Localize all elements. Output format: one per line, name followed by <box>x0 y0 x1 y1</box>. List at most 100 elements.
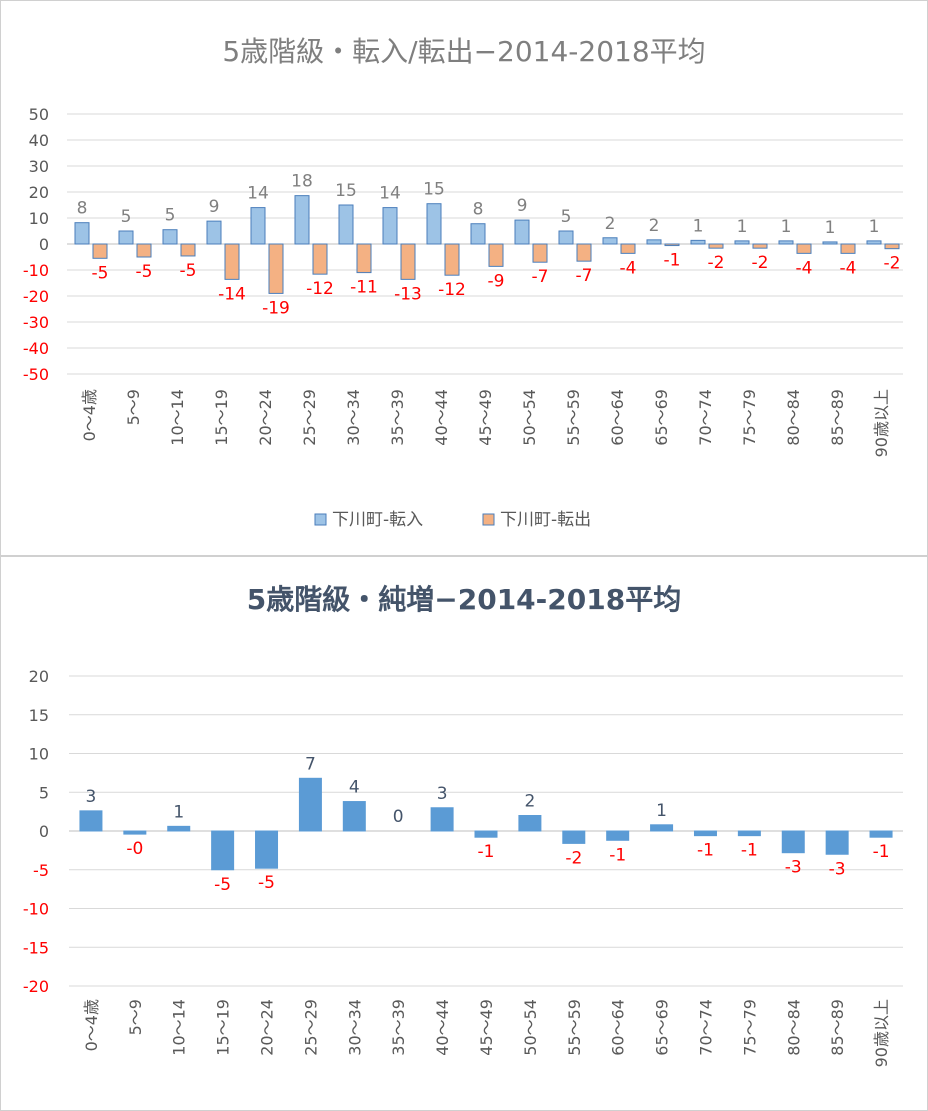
chart-panel-inout: 5歳階級・転入/転出−2014-2018平均 50 40 30 20 10 0 -10 -20 -… <box>0 0 928 556</box>
bar <box>294 195 310 245</box>
y-tick-label: 30 <box>29 157 49 176</box>
legend-swatch <box>314 513 327 526</box>
legend-label: 下川町-転出 <box>500 510 591 530</box>
x-tick-label: 85～89 <box>828 389 847 446</box>
data-label: -0 <box>126 839 143 859</box>
x-tick-label: 70～74 <box>696 389 715 446</box>
bar <box>255 830 279 869</box>
bar <box>430 807 454 832</box>
bar <box>646 239 662 245</box>
bar <box>532 243 548 263</box>
data-label: 8 <box>473 200 484 220</box>
y-tick-label: 50 <box>29 105 49 124</box>
x-tick-label: 20～24 <box>256 389 275 446</box>
x-tick-label: 75～79 <box>740 389 759 446</box>
data-label: -2 <box>708 253 725 273</box>
data-label: -2 <box>565 848 582 868</box>
x-tick-label: 60～64 <box>608 389 627 446</box>
bar <box>796 243 812 254</box>
bar <box>356 243 372 274</box>
y-tick-label: -40 <box>23 339 49 358</box>
data-label: -13 <box>394 284 422 304</box>
data-label: 0 <box>393 807 404 827</box>
bar <box>562 830 586 844</box>
data-label: -1 <box>697 841 714 861</box>
y-tick-label: 40 <box>29 131 49 150</box>
chart-inout: 5歳階級・転入/転出−2014-2018平均 50 40 30 20 10 0 -10 -20 -… <box>23 35 903 530</box>
x-tick-label: 45～49 <box>477 999 496 1056</box>
bar <box>268 243 284 294</box>
data-label: 2 <box>649 216 660 236</box>
data-label: 15 <box>423 180 445 200</box>
data-label: 2 <box>524 792 535 812</box>
x-tick-label: 35～39 <box>388 389 407 446</box>
bar <box>426 203 442 245</box>
x-tick-label: 55～59 <box>565 999 584 1056</box>
bar <box>180 243 196 257</box>
data-label: -2 <box>884 254 901 274</box>
x-tick-label: 15～19 <box>212 389 231 446</box>
data-label: 9 <box>517 196 528 216</box>
bar <box>734 240 750 245</box>
y-tick-label: -30 <box>23 313 49 332</box>
data-label: 1 <box>825 218 836 238</box>
y-tick-label: 10 <box>29 745 49 764</box>
bar <box>74 222 90 245</box>
y-tick-label: 0 <box>39 822 49 841</box>
bar <box>781 830 805 854</box>
data-label: -5 <box>214 875 231 895</box>
data-label: -1 <box>741 841 758 861</box>
data-label: -1 <box>664 251 681 271</box>
y-tick-label: -15 <box>23 938 49 957</box>
y-tick-label: -10 <box>23 261 49 280</box>
bar <box>488 243 504 267</box>
x-tick-label: 30～34 <box>344 389 363 446</box>
data-label: -4 <box>796 258 813 278</box>
data-label: 3 <box>437 784 448 804</box>
bar <box>866 240 882 245</box>
chart-title: 5歳階級・転入/転出−2014-2018平均 <box>222 35 705 68</box>
y-tick-label: -50 <box>23 365 49 384</box>
chart-title: 5歳階級・純増−2014-2018平均 <box>247 583 681 616</box>
x-tick-label: 55～59 <box>564 389 583 446</box>
data-label: -2 <box>752 253 769 273</box>
x-tick-label: 15～19 <box>214 999 233 1056</box>
bar <box>620 243 636 254</box>
data-label: -1 <box>478 842 495 862</box>
data-label: -3 <box>785 858 802 878</box>
data-label: -11 <box>350 278 378 298</box>
data-label: -4 <box>620 258 637 278</box>
y-tick-label: -5 <box>33 861 49 880</box>
y-tick-label: -20 <box>23 977 49 996</box>
y-tick-label: 20 <box>29 667 49 686</box>
y-tick-label: 20 <box>29 183 49 202</box>
data-label: -1 <box>609 845 626 865</box>
bar <box>400 243 416 280</box>
data-label: -5 <box>180 261 197 281</box>
data-label: -7 <box>532 267 549 287</box>
data-label: -5 <box>136 262 153 282</box>
legend-swatch <box>482 513 495 526</box>
bar <box>822 241 838 245</box>
data-label: 18 <box>291 172 313 192</box>
bar <box>470 223 486 245</box>
data-label: 14 <box>379 184 401 204</box>
bar <box>211 830 235 871</box>
data-label: 5 <box>165 206 176 226</box>
data-label: -12 <box>438 280 466 300</box>
bar <box>444 243 460 276</box>
y-tick-label: 15 <box>29 706 49 725</box>
data-label: 1 <box>693 216 704 236</box>
bar <box>162 229 178 245</box>
x-tick-label: 40～44 <box>432 389 451 446</box>
x-tick-label: 5～9 <box>126 999 145 1035</box>
bar <box>518 815 542 832</box>
data-label: 1 <box>869 217 880 237</box>
bar <box>250 207 266 245</box>
x-tick-label: 45～49 <box>476 389 495 446</box>
x-tick-label: 10～14 <box>170 999 189 1056</box>
legend-label: 下川町-転入 <box>332 510 423 530</box>
bar <box>869 830 893 838</box>
bar <box>474 830 498 838</box>
chart-net: 5歳階級・純増−2014-2018平均20151050-5-10-15-203-… <box>23 583 903 1067</box>
